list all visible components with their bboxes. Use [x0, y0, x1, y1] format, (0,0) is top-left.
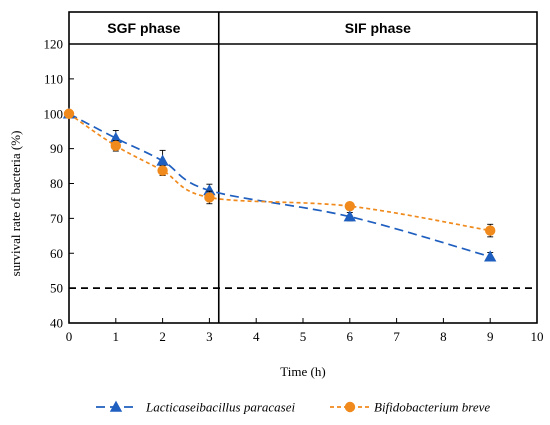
- data-point-b-breve: [63, 108, 75, 119]
- x-tick-label: 7: [393, 329, 400, 344]
- y-axis-title: survival rate of bacteria (%): [8, 131, 23, 277]
- plot-frame: [68, 11, 538, 324]
- legend-marker-b-breve: [344, 401, 356, 413]
- x-tick-label: 9: [487, 329, 494, 344]
- y-tick-label: 50: [50, 281, 63, 296]
- legend-label-b-breve: Bifidobacterium breve: [374, 400, 490, 415]
- data-point-l-paracasei: [484, 250, 497, 262]
- x-tick-label: 5: [300, 329, 307, 344]
- data-point-b-breve: [110, 140, 122, 152]
- data-point-b-breve: [485, 225, 496, 236]
- data-point-l-paracasei: [156, 154, 169, 166]
- series-layer: [62, 107, 537, 290]
- data-point-b-breve: [344, 200, 356, 212]
- legend-label-l-paracasei: Lacticaseibacillus paracasei: [145, 400, 296, 415]
- y-tick-label: 80: [50, 176, 63, 191]
- x-axis-title: Time (h): [280, 364, 325, 379]
- legend: Lacticaseibacillus paracasei Bifidobacter…: [96, 400, 490, 415]
- series-line-b-breve: [68, 113, 491, 232]
- x-tick-label: 10: [531, 329, 544, 344]
- y-tick-label: 90: [50, 141, 63, 156]
- y-tick-label: 120: [44, 37, 64, 52]
- x-tick-label: 8: [440, 329, 447, 344]
- phase-label: SGF phase: [107, 20, 180, 36]
- legend-marker-l-paracasei: [109, 400, 123, 412]
- data-point-l-paracasei: [343, 210, 356, 222]
- x-tick-label: 1: [113, 329, 120, 344]
- x-tick-label: 3: [206, 329, 213, 344]
- x-tick-label: 2: [159, 329, 166, 344]
- data-point-b-breve: [204, 192, 215, 203]
- y-tick-label: 100: [44, 106, 64, 121]
- x-tick-label: 0: [66, 329, 73, 344]
- series-line-l-paracasei: [68, 112, 491, 258]
- y-tick-label: 70: [50, 211, 63, 226]
- data-point-b-breve: [157, 165, 168, 176]
- y-tick-label: 40: [50, 316, 63, 331]
- x-tick-label: 4: [253, 329, 260, 344]
- y-tick-label: 110: [44, 71, 63, 86]
- tick-labels-layer: 0 1 2 3 4 5 6 7 8 9 10 40 50 60 70 80 90 100 110 120: [44, 37, 544, 345]
- x-tick-label: 6: [347, 329, 354, 344]
- y-tick-label: 60: [50, 246, 63, 261]
- phase-label: SIF phase: [345, 20, 411, 36]
- axes-layer: SGF phase SIF phase: [68, 11, 538, 324]
